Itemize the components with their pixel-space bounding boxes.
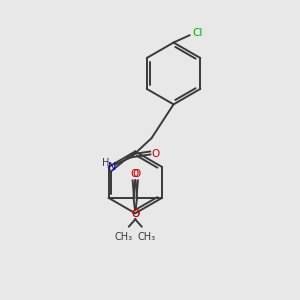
Text: CH₃: CH₃ [138,232,156,242]
Text: O: O [131,209,140,219]
Text: N: N [108,162,116,172]
Text: CH₃: CH₃ [115,232,133,242]
Text: O: O [131,209,139,219]
Text: O: O [132,169,141,179]
Text: O: O [130,169,138,179]
Text: H: H [102,158,109,168]
Text: Cl: Cl [193,28,203,38]
Text: O: O [152,149,160,159]
